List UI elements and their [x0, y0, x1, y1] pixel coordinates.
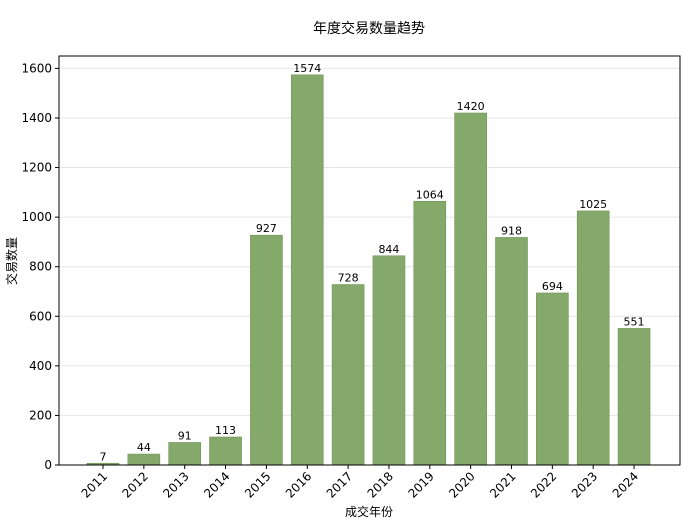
- bar-value-label: 1025: [579, 198, 607, 211]
- bars: [86, 74, 651, 466]
- bar-value-label: 113: [215, 424, 236, 437]
- x-tick-label: 2013: [160, 469, 191, 500]
- x-axis-label: 成交年份: [345, 504, 393, 519]
- x-tick-label: 2016: [283, 469, 314, 500]
- grid-lines: [59, 67, 680, 466]
- bar: [168, 442, 201, 466]
- bar-value-label: 927: [256, 222, 277, 235]
- y-tick-label: 1200: [21, 161, 52, 175]
- x-tick-label: 2014: [201, 469, 232, 500]
- bar-value-label: 7: [100, 450, 107, 463]
- y-axis-ticks: 0 200 400 600 800 1000 1200 1400 1600: [21, 61, 59, 472]
- bar: [495, 237, 528, 466]
- y-tick-label: 0: [44, 458, 52, 472]
- bar: [209, 436, 242, 466]
- x-tick-label: 2023: [569, 469, 600, 500]
- x-tick-label: 2011: [79, 469, 110, 500]
- x-tick-label: 2022: [528, 469, 559, 500]
- bar: [250, 234, 283, 466]
- bar-value-label: 844: [378, 243, 399, 256]
- y-tick-label: 400: [29, 359, 52, 373]
- bar-value-label: 1064: [416, 188, 444, 201]
- bar: [127, 453, 161, 466]
- x-tick-label: 2021: [487, 469, 518, 500]
- bar: [536, 292, 569, 466]
- x-tick-label: 2017: [324, 469, 355, 500]
- x-axis-ticks: 2011 2012 2013 2014 2015 2016 2017 2018 2019 2020…: [79, 465, 641, 501]
- y-axis-label: 交易数量: [4, 237, 19, 285]
- data-labels: 7 44 91 113 927 1574 728 844 1064 1420 918 694 1025 5…: [100, 62, 645, 463]
- bar: [576, 210, 610, 466]
- bar-value-label: 44: [137, 441, 151, 454]
- x-tick-label: 2012: [119, 469, 150, 500]
- x-tick-label: 2020: [446, 469, 477, 500]
- y-tick-label: 600: [29, 309, 52, 323]
- y-tick-label: 800: [29, 260, 52, 274]
- y-tick-label: 200: [29, 408, 52, 422]
- bar-value-label: 728: [338, 272, 359, 285]
- x-tick-label: 2024: [610, 469, 641, 500]
- bar: [413, 200, 447, 466]
- plot-frame: [58, 55, 681, 466]
- bar: [454, 112, 487, 466]
- bar-value-label: 91: [178, 429, 192, 442]
- bar-value-label: 694: [542, 280, 563, 293]
- bar-value-label: 551: [624, 315, 645, 328]
- x-tick-label: 2015: [242, 469, 273, 500]
- bar: [331, 284, 365, 466]
- y-tick-label: 1600: [21, 61, 52, 75]
- y-tick-label: 1000: [21, 210, 52, 224]
- bar: [372, 255, 406, 466]
- bar: [617, 328, 651, 466]
- chart-title: 年度交易数量趋势: [313, 20, 425, 37]
- bar-value-label: 918: [501, 224, 522, 237]
- bar-value-label: 1574: [293, 62, 321, 75]
- x-tick-label: 2019: [405, 469, 436, 500]
- bar: [290, 74, 324, 466]
- x-tick-label: 2018: [365, 469, 396, 500]
- bar-value-label: 1420: [457, 100, 485, 113]
- y-tick-label: 1400: [21, 111, 52, 125]
